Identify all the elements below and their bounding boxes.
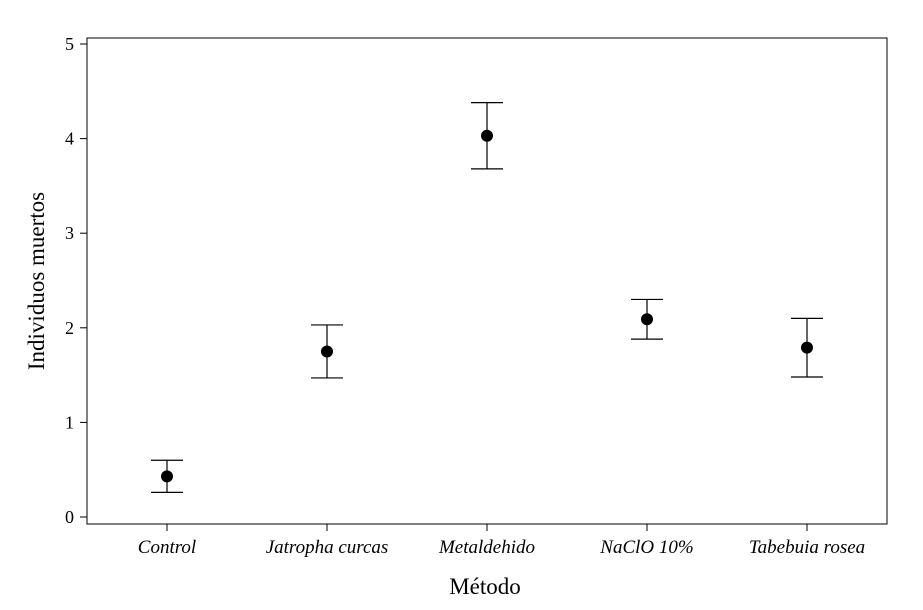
x-tick-label-0: Control bbox=[138, 537, 196, 558]
x-tick-label-2: Metaldehido bbox=[438, 537, 535, 558]
y-tick-label-1: 1 bbox=[65, 412, 74, 432]
y-axis-title: Individuos muertos bbox=[24, 192, 49, 370]
mean-point-4 bbox=[801, 341, 813, 354]
y-tick-label-0: 0 bbox=[65, 507, 74, 527]
y-axis: 0 1 2 3 4 5 bbox=[65, 34, 87, 527]
y-tick-label-4: 4 bbox=[65, 129, 74, 149]
y-tick-label-3: 3 bbox=[65, 223, 74, 243]
x-tick-label-4: Tabebuia rosea bbox=[749, 537, 865, 558]
x-tick-label-1: Jatropha curcas bbox=[266, 537, 389, 558]
y-tick-label-2: 2 bbox=[65, 318, 74, 338]
mean-point-3 bbox=[641, 313, 653, 326]
mean-point-1 bbox=[321, 345, 333, 358]
x-tick-label-3: NaClO 10% bbox=[599, 537, 693, 558]
x-axis: Control Jatropha curcas Metaldehido NaClO 1… bbox=[138, 524, 865, 558]
mean-point-0 bbox=[161, 470, 173, 483]
y-tick-label-5: 5 bbox=[65, 34, 74, 54]
x-axis-title: Método bbox=[449, 574, 521, 599]
mean-point-2 bbox=[481, 129, 493, 142]
data-marks bbox=[151, 102, 823, 494]
